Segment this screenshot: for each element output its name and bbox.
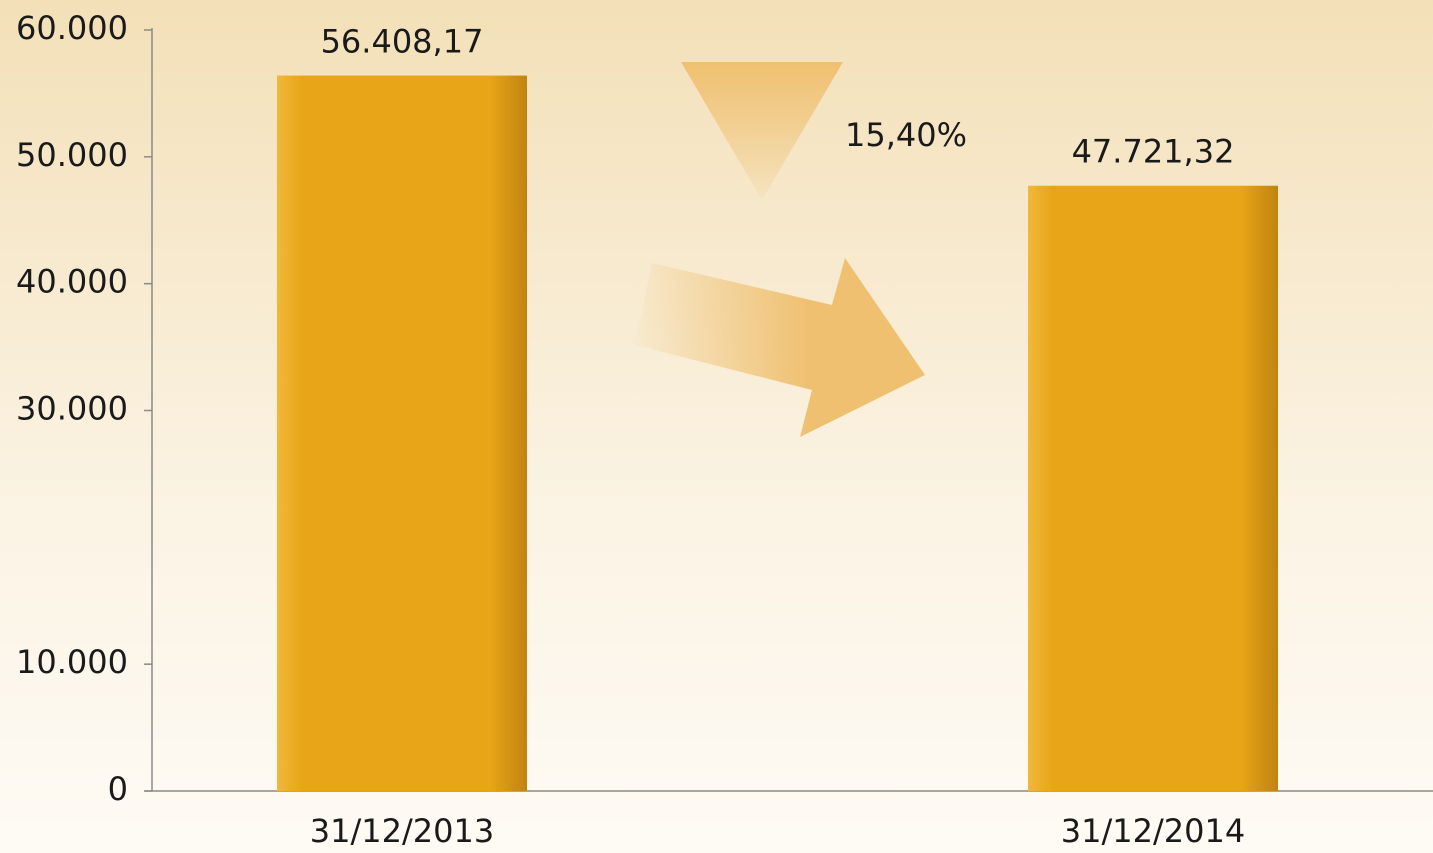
y-tick-label: 0 <box>108 770 128 808</box>
trend-arrow <box>635 258 925 437</box>
y-tick-label: 10.000 <box>16 643 128 681</box>
data-label: 56.408,17 <box>321 23 484 61</box>
bar <box>277 75 527 791</box>
x-tick-label: 31/12/2014 <box>1061 812 1245 850</box>
data-label: 47.721,32 <box>1072 133 1235 171</box>
bar <box>1028 185 1278 791</box>
y-tick-label: 40.000 <box>16 263 128 301</box>
x-tick-label: 31/12/2013 <box>310 812 494 850</box>
annotation: 15,40% <box>845 116 967 154</box>
y-tick-label: 50.000 <box>16 136 128 174</box>
down-triangle <box>681 62 843 200</box>
y-tick-label: 30.000 <box>16 390 128 428</box>
y-tick-label: 60.000 <box>16 9 128 47</box>
